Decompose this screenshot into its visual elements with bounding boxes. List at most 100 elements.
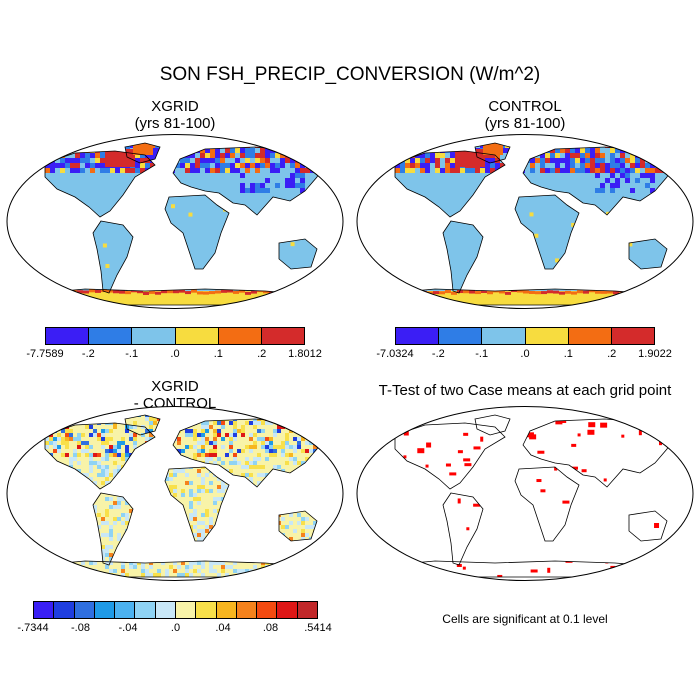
grid-cell (105, 509, 109, 513)
grid-cell (290, 163, 295, 168)
colorbar-ticks-difference: -.7344 -.08 -.04 .0 .04 .08 .5414 (17, 622, 331, 636)
grid-cell (65, 143, 70, 148)
grid-cell (105, 533, 109, 537)
grid-cell (197, 433, 201, 437)
grid-cell (403, 290, 409, 294)
colorbar-swatch (132, 328, 176, 344)
grid-cell (45, 441, 49, 445)
grid-cell (101, 437, 105, 441)
ocean (357, 406, 693, 581)
grid-cell (547, 290, 553, 294)
grid-cell (233, 429, 237, 433)
grid-cell (285, 561, 289, 565)
grid-cell (241, 577, 245, 581)
grid-cell (233, 569, 237, 573)
coastline-southAmerica (442, 220, 484, 294)
grid-cell (105, 549, 109, 553)
grid-cell (523, 290, 529, 294)
grid-cell (77, 290, 83, 294)
grid-cell (675, 148, 680, 153)
grid-cell (275, 183, 280, 188)
grid-cell (189, 565, 193, 569)
grid-cell (281, 525, 285, 529)
grid-cell (655, 291, 661, 295)
grid-cell (185, 565, 189, 569)
grid-cell (201, 529, 205, 533)
grid-cell (109, 449, 113, 453)
grid-cell (65, 415, 69, 417)
grid-cell (143, 291, 149, 295)
grid-cell (317, 437, 321, 441)
grid-cell (275, 163, 280, 168)
grid-cell (313, 573, 317, 577)
grid-cell (53, 557, 57, 561)
grid-cell (313, 549, 317, 553)
grid-cell (257, 429, 261, 433)
coastline-antarctica (40, 560, 316, 578)
grid-cell (113, 473, 117, 477)
grid-cell (285, 577, 289, 581)
grid-cell (530, 163, 535, 168)
grid-cell (205, 457, 209, 461)
grid-cell (150, 153, 155, 158)
grid-cell (101, 533, 105, 537)
colorbar-swatch (611, 328, 655, 344)
grid-cell (89, 453, 93, 457)
grid-cell (317, 289, 323, 293)
grid-cell (181, 573, 185, 577)
grid-cell (89, 469, 93, 473)
grid-cell (197, 489, 201, 493)
grid-cell (100, 153, 105, 158)
map-frame (356, 134, 694, 309)
grid-cell (41, 291, 47, 295)
grid-cell (117, 441, 121, 445)
grid-cell (153, 421, 157, 425)
grid-cell (275, 153, 280, 158)
grid-cell (581, 469, 587, 473)
grid-cell (620, 158, 625, 163)
grid-cell (209, 449, 213, 453)
grid-cell (253, 461, 257, 465)
grid-cell (605, 168, 610, 173)
colorbar-tick-label: 1.8012 (288, 348, 322, 360)
grid-cell (249, 465, 253, 469)
grid-cell (265, 457, 269, 461)
grid-cell (559, 291, 565, 295)
grid-cell (193, 561, 197, 565)
grid-cell (255, 153, 260, 158)
colorbar-xgrid (45, 327, 305, 345)
grid-cell (470, 168, 475, 173)
grid-cell (217, 433, 221, 437)
grid-cell (195, 168, 200, 173)
grid-cell (281, 415, 285, 417)
grid-cell (245, 457, 249, 461)
grid-cell (89, 289, 95, 293)
grid-cell (105, 561, 109, 565)
grid-cell (269, 449, 273, 453)
grid-cell (189, 573, 193, 577)
grid-cell (667, 290, 673, 294)
grid-cell (630, 168, 635, 173)
grid-cell (330, 168, 335, 173)
grid-cell (305, 441, 309, 445)
grid-cell (430, 143, 435, 148)
grid-cell (585, 158, 590, 163)
grid-cell (297, 421, 301, 425)
grid-cell (305, 577, 309, 581)
colorbar-tick-label: .0 (170, 348, 180, 360)
grid-cell (590, 158, 595, 163)
grid-cell (113, 449, 117, 453)
grid-cell (61, 421, 65, 425)
grid-cell (473, 503, 481, 507)
grid-cell (295, 148, 300, 153)
grid-cell (109, 577, 113, 581)
grid-cell (640, 420, 646, 426)
grid-cell (529, 290, 535, 294)
grid-cell (250, 163, 255, 168)
grid-cell (385, 143, 390, 148)
grid-cell (89, 425, 93, 429)
grid-cell (463, 458, 471, 462)
colorbar-swatch (89, 328, 133, 344)
grid-cell (620, 153, 625, 158)
coastline-greenland (474, 142, 511, 164)
